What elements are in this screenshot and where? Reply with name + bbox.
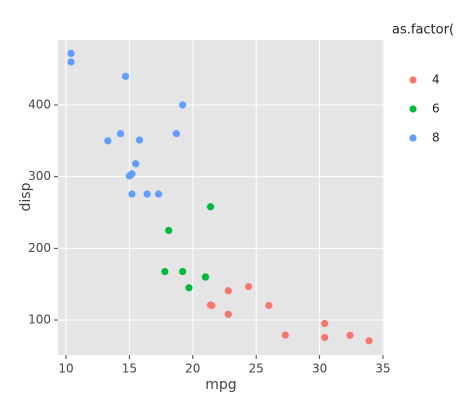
plot-background (58, 40, 384, 355)
point (179, 267, 187, 276)
point (179, 101, 187, 109)
point (67, 49, 75, 58)
y-tick-label: 100 (28, 313, 51, 327)
y-tick-label: 200 (28, 241, 51, 255)
points (67, 49, 373, 345)
y-axis-title: disp (18, 182, 34, 211)
x-tick-label: 35 (375, 362, 390, 376)
legend-title: as.factor( (392, 23, 454, 38)
point (224, 287, 232, 295)
point (321, 319, 329, 328)
legend-marker (409, 76, 417, 84)
point (206, 203, 215, 211)
legend-marker (409, 105, 417, 113)
x-tick-label: 15 (122, 362, 137, 376)
legend-label: 8 (432, 131, 440, 145)
point (165, 226, 173, 235)
point (154, 190, 163, 198)
point (135, 136, 144, 144)
x-tick-label: 10 (58, 362, 73, 376)
grid (58, 40, 384, 355)
point (104, 137, 112, 145)
legend-marker (409, 134, 417, 142)
point (244, 282, 253, 291)
point (346, 331, 354, 339)
point (321, 333, 329, 342)
point (161, 267, 169, 276)
point (265, 301, 273, 310)
point (143, 190, 151, 198)
point (128, 190, 136, 198)
x-tick-label: 25 (249, 362, 264, 376)
point (224, 310, 232, 318)
legend-label: 6 (432, 102, 440, 116)
point (201, 273, 210, 281)
point (121, 72, 130, 80)
point (67, 58, 75, 66)
point (125, 172, 133, 180)
y-tick-label: 400 (28, 98, 51, 112)
point (172, 130, 180, 138)
x-tick-label: 30 (312, 362, 327, 376)
point (365, 337, 373, 345)
point (116, 130, 125, 138)
x-axis-title: mpg (205, 377, 236, 393)
x-tick-label: 20 (185, 362, 200, 376)
point (206, 301, 215, 309)
point (132, 160, 140, 168)
y-tick-label: 300 (28, 169, 51, 183)
point (281, 331, 289, 339)
point (185, 284, 193, 292)
legend-label: 4 (432, 73, 440, 87)
